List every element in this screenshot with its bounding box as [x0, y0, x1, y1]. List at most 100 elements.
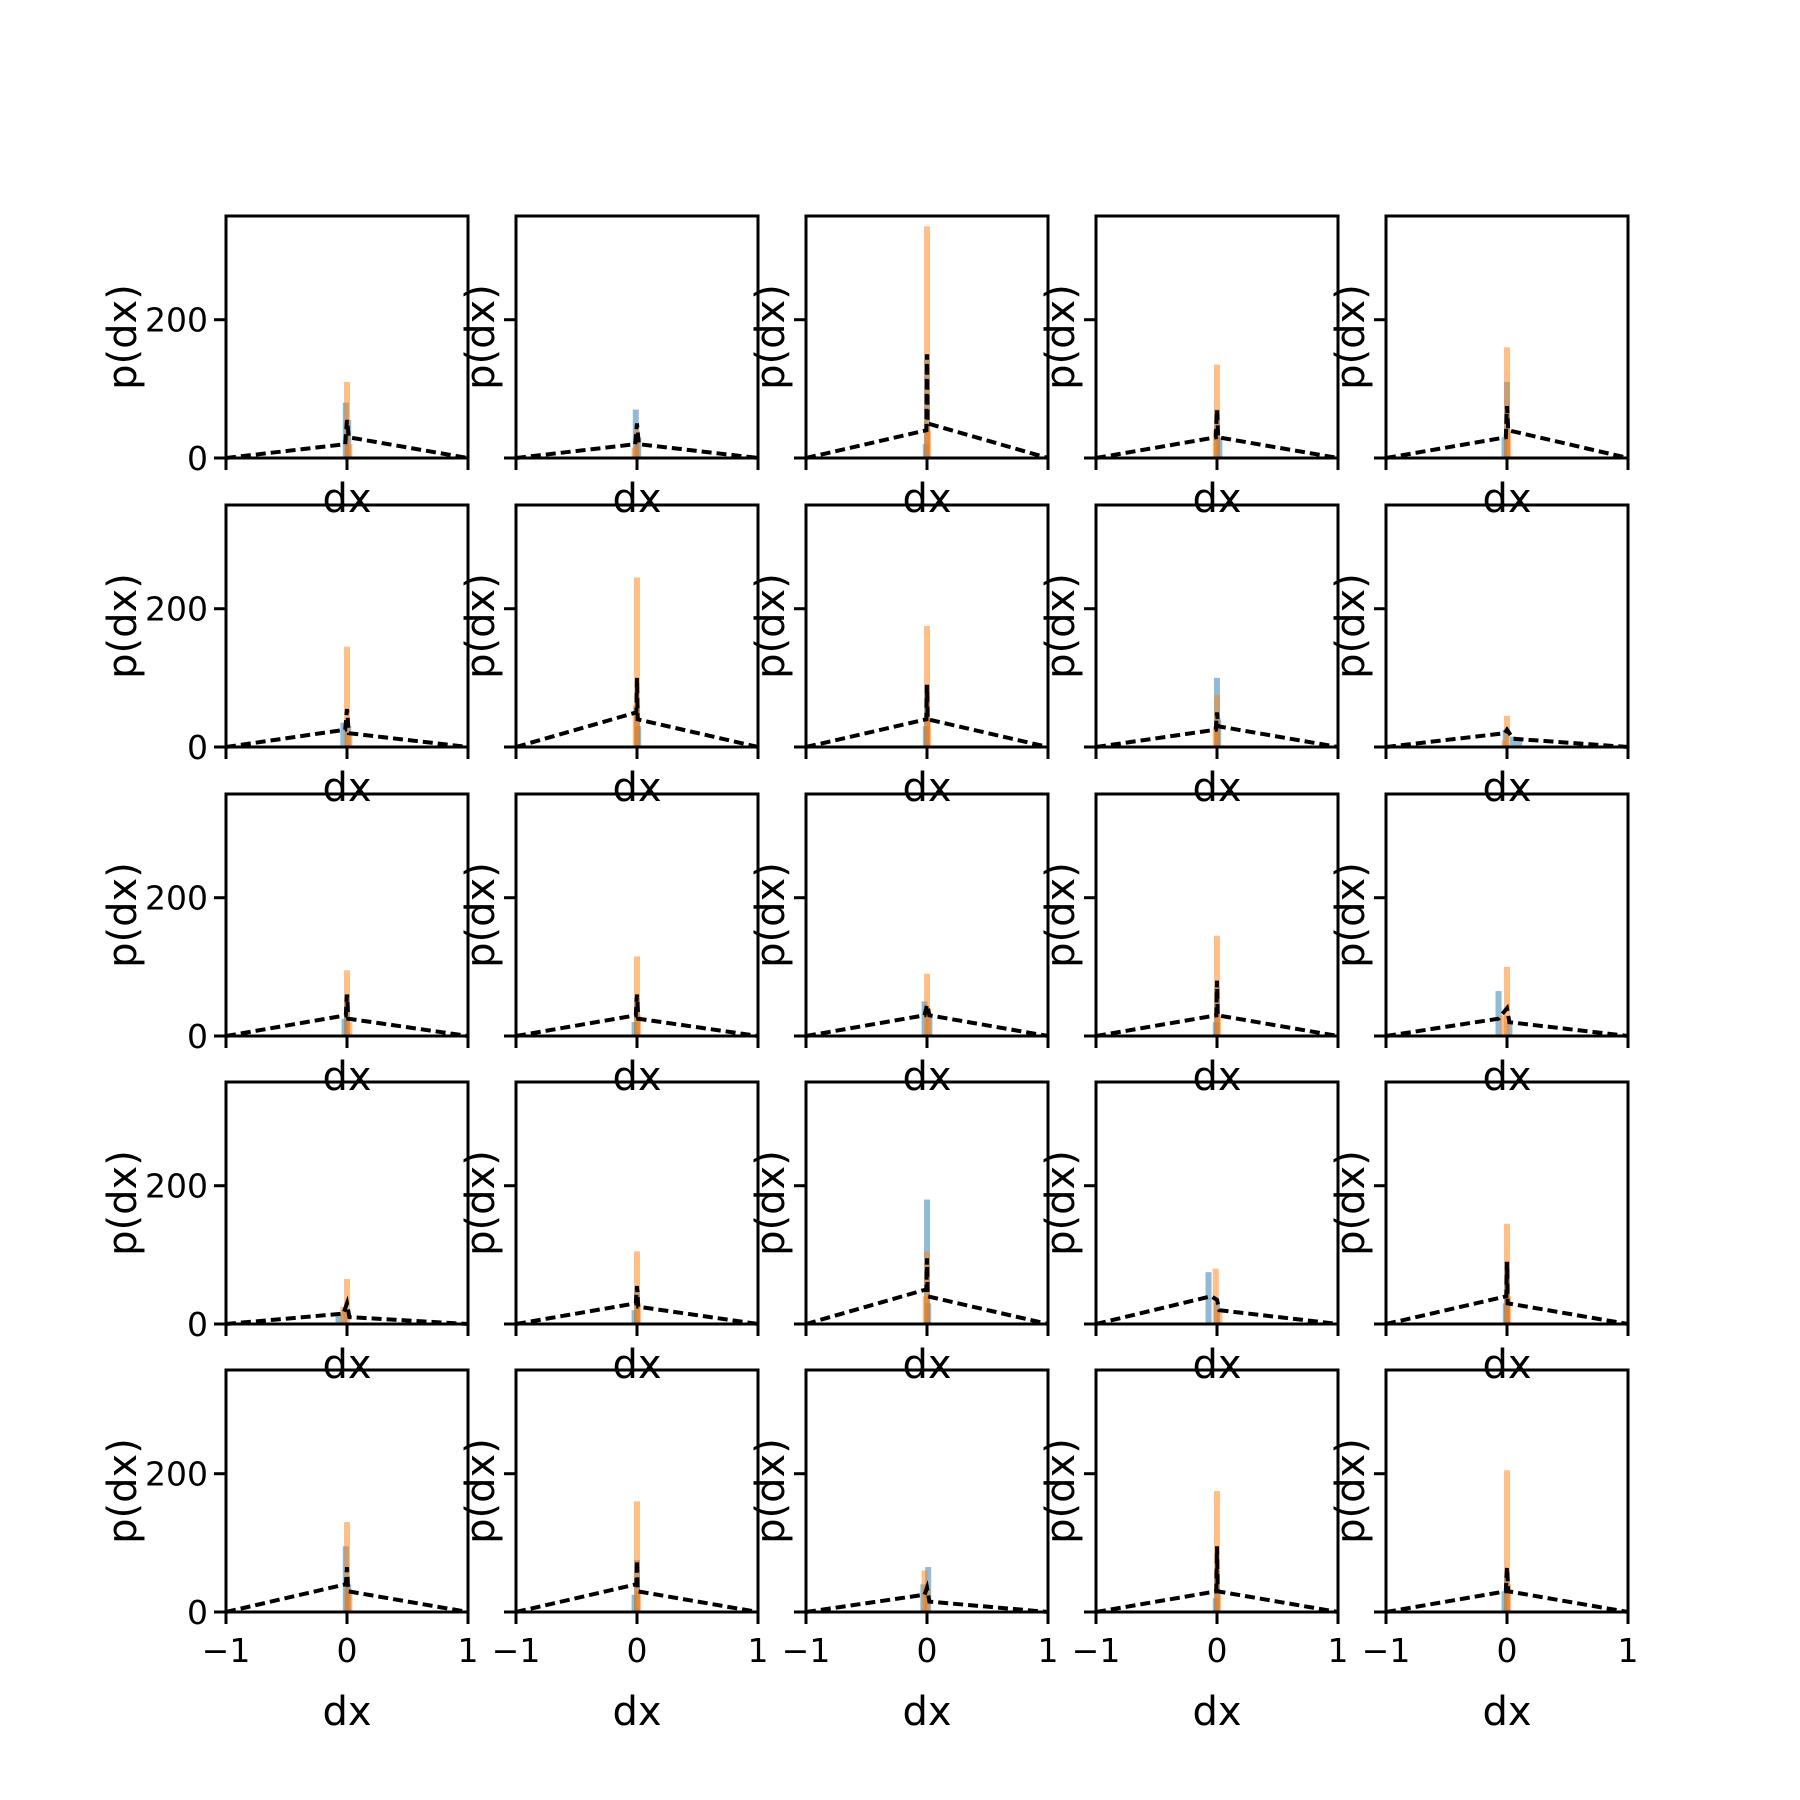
orange-histogram-bar [1504, 966, 1510, 1036]
kde-dashed-curve [225, 1295, 469, 1326]
subplot-2-3: dx p(dx) [748, 503, 1050, 811]
x-axis-label: dx [322, 765, 371, 811]
orange-histogram-bar [922, 1296, 929, 1324]
orange-histogram-bar [1212, 1268, 1219, 1324]
x-tick-label: −1 [782, 1631, 831, 1670]
x-tick-label: −1 [1362, 1631, 1411, 1670]
orange-histogram-bar [925, 430, 932, 458]
y-axis-label: p(dx) [1038, 284, 1084, 390]
x-axis-label: dx [1482, 476, 1531, 522]
x-axis-label: dx [1192, 765, 1241, 811]
subplot-5-4: −1 0 1 dx p(dx) [1038, 1368, 1349, 1735]
y-axis-label: p(dx) [1038, 573, 1084, 679]
kde-dashed-curve [1385, 406, 1629, 460]
orange-histogram-bar [1212, 430, 1219, 458]
x-tick-label: 0 [337, 1631, 358, 1670]
y-axis-label: p(dx) [100, 284, 146, 390]
x-axis-label: dx [1482, 1342, 1531, 1388]
subplot-4-1: 0 200 dx p(dx) [100, 1080, 470, 1388]
x-axis-label: dx [1192, 1342, 1241, 1388]
orange-histogram-bar [346, 733, 353, 747]
kde-dashed-curve [225, 994, 469, 1038]
orange-histogram-bar [1505, 430, 1512, 458]
subplot-1-3: dx p(dx) [748, 214, 1050, 522]
y-axis-label: p(dx) [1328, 284, 1374, 390]
y-tick-label: 0 [187, 1305, 208, 1344]
orange-histogram-bar [1215, 1591, 1222, 1612]
x-axis-label: dx [612, 476, 661, 522]
kde-dashed-curve [1095, 1294, 1339, 1326]
y-axis-label: p(dx) [748, 1150, 794, 1256]
orange-histogram-bar [1504, 347, 1510, 458]
y-axis-label: p(dx) [100, 862, 146, 968]
orange-histogram-bar [346, 1022, 353, 1036]
kde-dashed-curve [515, 994, 759, 1038]
x-axis-label: dx [902, 765, 951, 811]
x-tick-label: 0 [1497, 1631, 1518, 1670]
x-axis-label: dx [1192, 476, 1241, 522]
y-tick-label: 200 [145, 301, 208, 340]
y-axis-label: p(dx) [1328, 862, 1374, 968]
subplot-2-1: 0 200 dx p(dx) [100, 503, 470, 811]
subplot-1-2: dx p(dx) [458, 214, 760, 522]
subplot-3-4: dx p(dx) [1038, 792, 1340, 1100]
x-axis-label: dx [902, 1689, 951, 1735]
y-axis-label: p(dx) [100, 573, 146, 679]
x-axis-label: dx [322, 1689, 371, 1735]
subplot-4-4: dx p(dx) [1038, 1080, 1340, 1388]
blue-histogram-bar [1495, 991, 1502, 1036]
orange-histogram-bar [1216, 1310, 1223, 1324]
subplot-3-2: dx p(dx) [458, 792, 760, 1100]
y-axis-label: p(dx) [748, 573, 794, 679]
subplot-3-3: dx p(dx) [748, 792, 1050, 1100]
orange-histogram-bar [635, 1303, 642, 1324]
subplot-4-2: dx p(dx) [458, 1080, 760, 1388]
kde-dashed-curve [805, 684, 1049, 749]
y-tick-label: 200 [145, 879, 208, 918]
orange-histogram-bar [924, 226, 930, 458]
kde-dashed-curve [1385, 726, 1629, 749]
orange-histogram-bar [632, 705, 639, 747]
x-axis-label: dx [612, 765, 661, 811]
x-tick-label: 0 [1207, 1631, 1228, 1670]
y-tick-label: 0 [187, 439, 208, 478]
subplot-3-1: 0 200 dx p(dx) [100, 792, 470, 1100]
x-axis-label: dx [612, 1054, 661, 1100]
x-tick-label: 1 [748, 1631, 769, 1670]
orange-histogram-bar [1501, 740, 1508, 747]
orange-histogram-bar [924, 973, 930, 1036]
y-axis-label: p(dx) [1328, 573, 1374, 679]
x-axis-label: dx [322, 1342, 371, 1388]
y-axis-label: p(dx) [1038, 862, 1084, 968]
kde-dashed-curve [805, 354, 1049, 460]
kde-dashed-curve [225, 419, 469, 460]
orange-histogram-bar [1212, 726, 1219, 747]
orange-histogram-bar [631, 447, 638, 458]
subplot-1-5: dx p(dx) [1328, 214, 1630, 522]
y-tick-label: 200 [145, 590, 208, 629]
subplot-2-4: dx p(dx) [1038, 503, 1340, 811]
orange-histogram-bar [1215, 1015, 1222, 1036]
orange-histogram-bar [634, 1501, 640, 1612]
x-tick-label: 1 [1328, 1631, 1349, 1670]
x-axis-label: dx [902, 1342, 951, 1388]
y-axis-label: p(dx) [1328, 1438, 1374, 1544]
x-axis-label: dx [1482, 1689, 1531, 1735]
y-tick-label: 0 [187, 728, 208, 767]
orange-histogram-bar [925, 1008, 932, 1036]
blue-histogram-bar [1205, 1272, 1212, 1324]
orange-histogram-bar [635, 1015, 642, 1036]
x-tick-label: 1 [1618, 1631, 1639, 1670]
y-axis-label: p(dx) [1038, 1150, 1084, 1256]
x-axis-label: dx [902, 476, 951, 522]
subplot-3-5: dx p(dx) [1328, 792, 1630, 1100]
subplot-5-3: −1 0 1 dx p(dx) [748, 1368, 1059, 1735]
blue-histogram-bar [1510, 736, 1517, 747]
x-axis-label: dx [1192, 1054, 1241, 1100]
y-tick-label: 200 [145, 1455, 208, 1494]
x-axis-label: dx [1482, 1054, 1531, 1100]
orange-histogram-bar [1505, 1296, 1512, 1324]
y-axis-label: p(dx) [458, 1150, 504, 1256]
